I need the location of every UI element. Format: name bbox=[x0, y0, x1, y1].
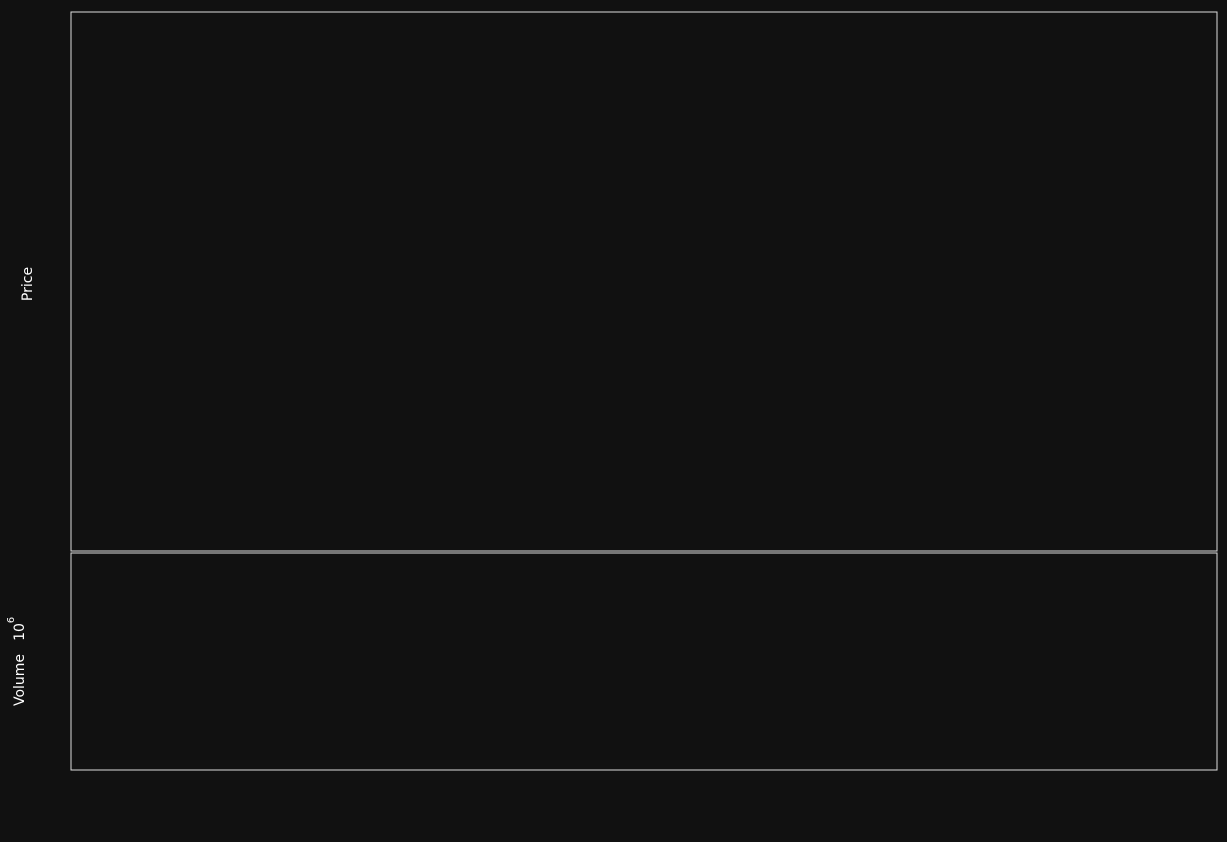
axes: Price Volume 10 6 bbox=[6, 11, 1218, 771]
volume-frame bbox=[70, 552, 1218, 771]
volume-scale-base: 10 bbox=[12, 623, 28, 641]
y-axis-label: Price bbox=[20, 267, 36, 301]
volume-scale-exponent: 6 bbox=[6, 617, 17, 623]
volume-axis-label: Volume bbox=[12, 654, 28, 706]
price-frame bbox=[70, 11, 1218, 552]
